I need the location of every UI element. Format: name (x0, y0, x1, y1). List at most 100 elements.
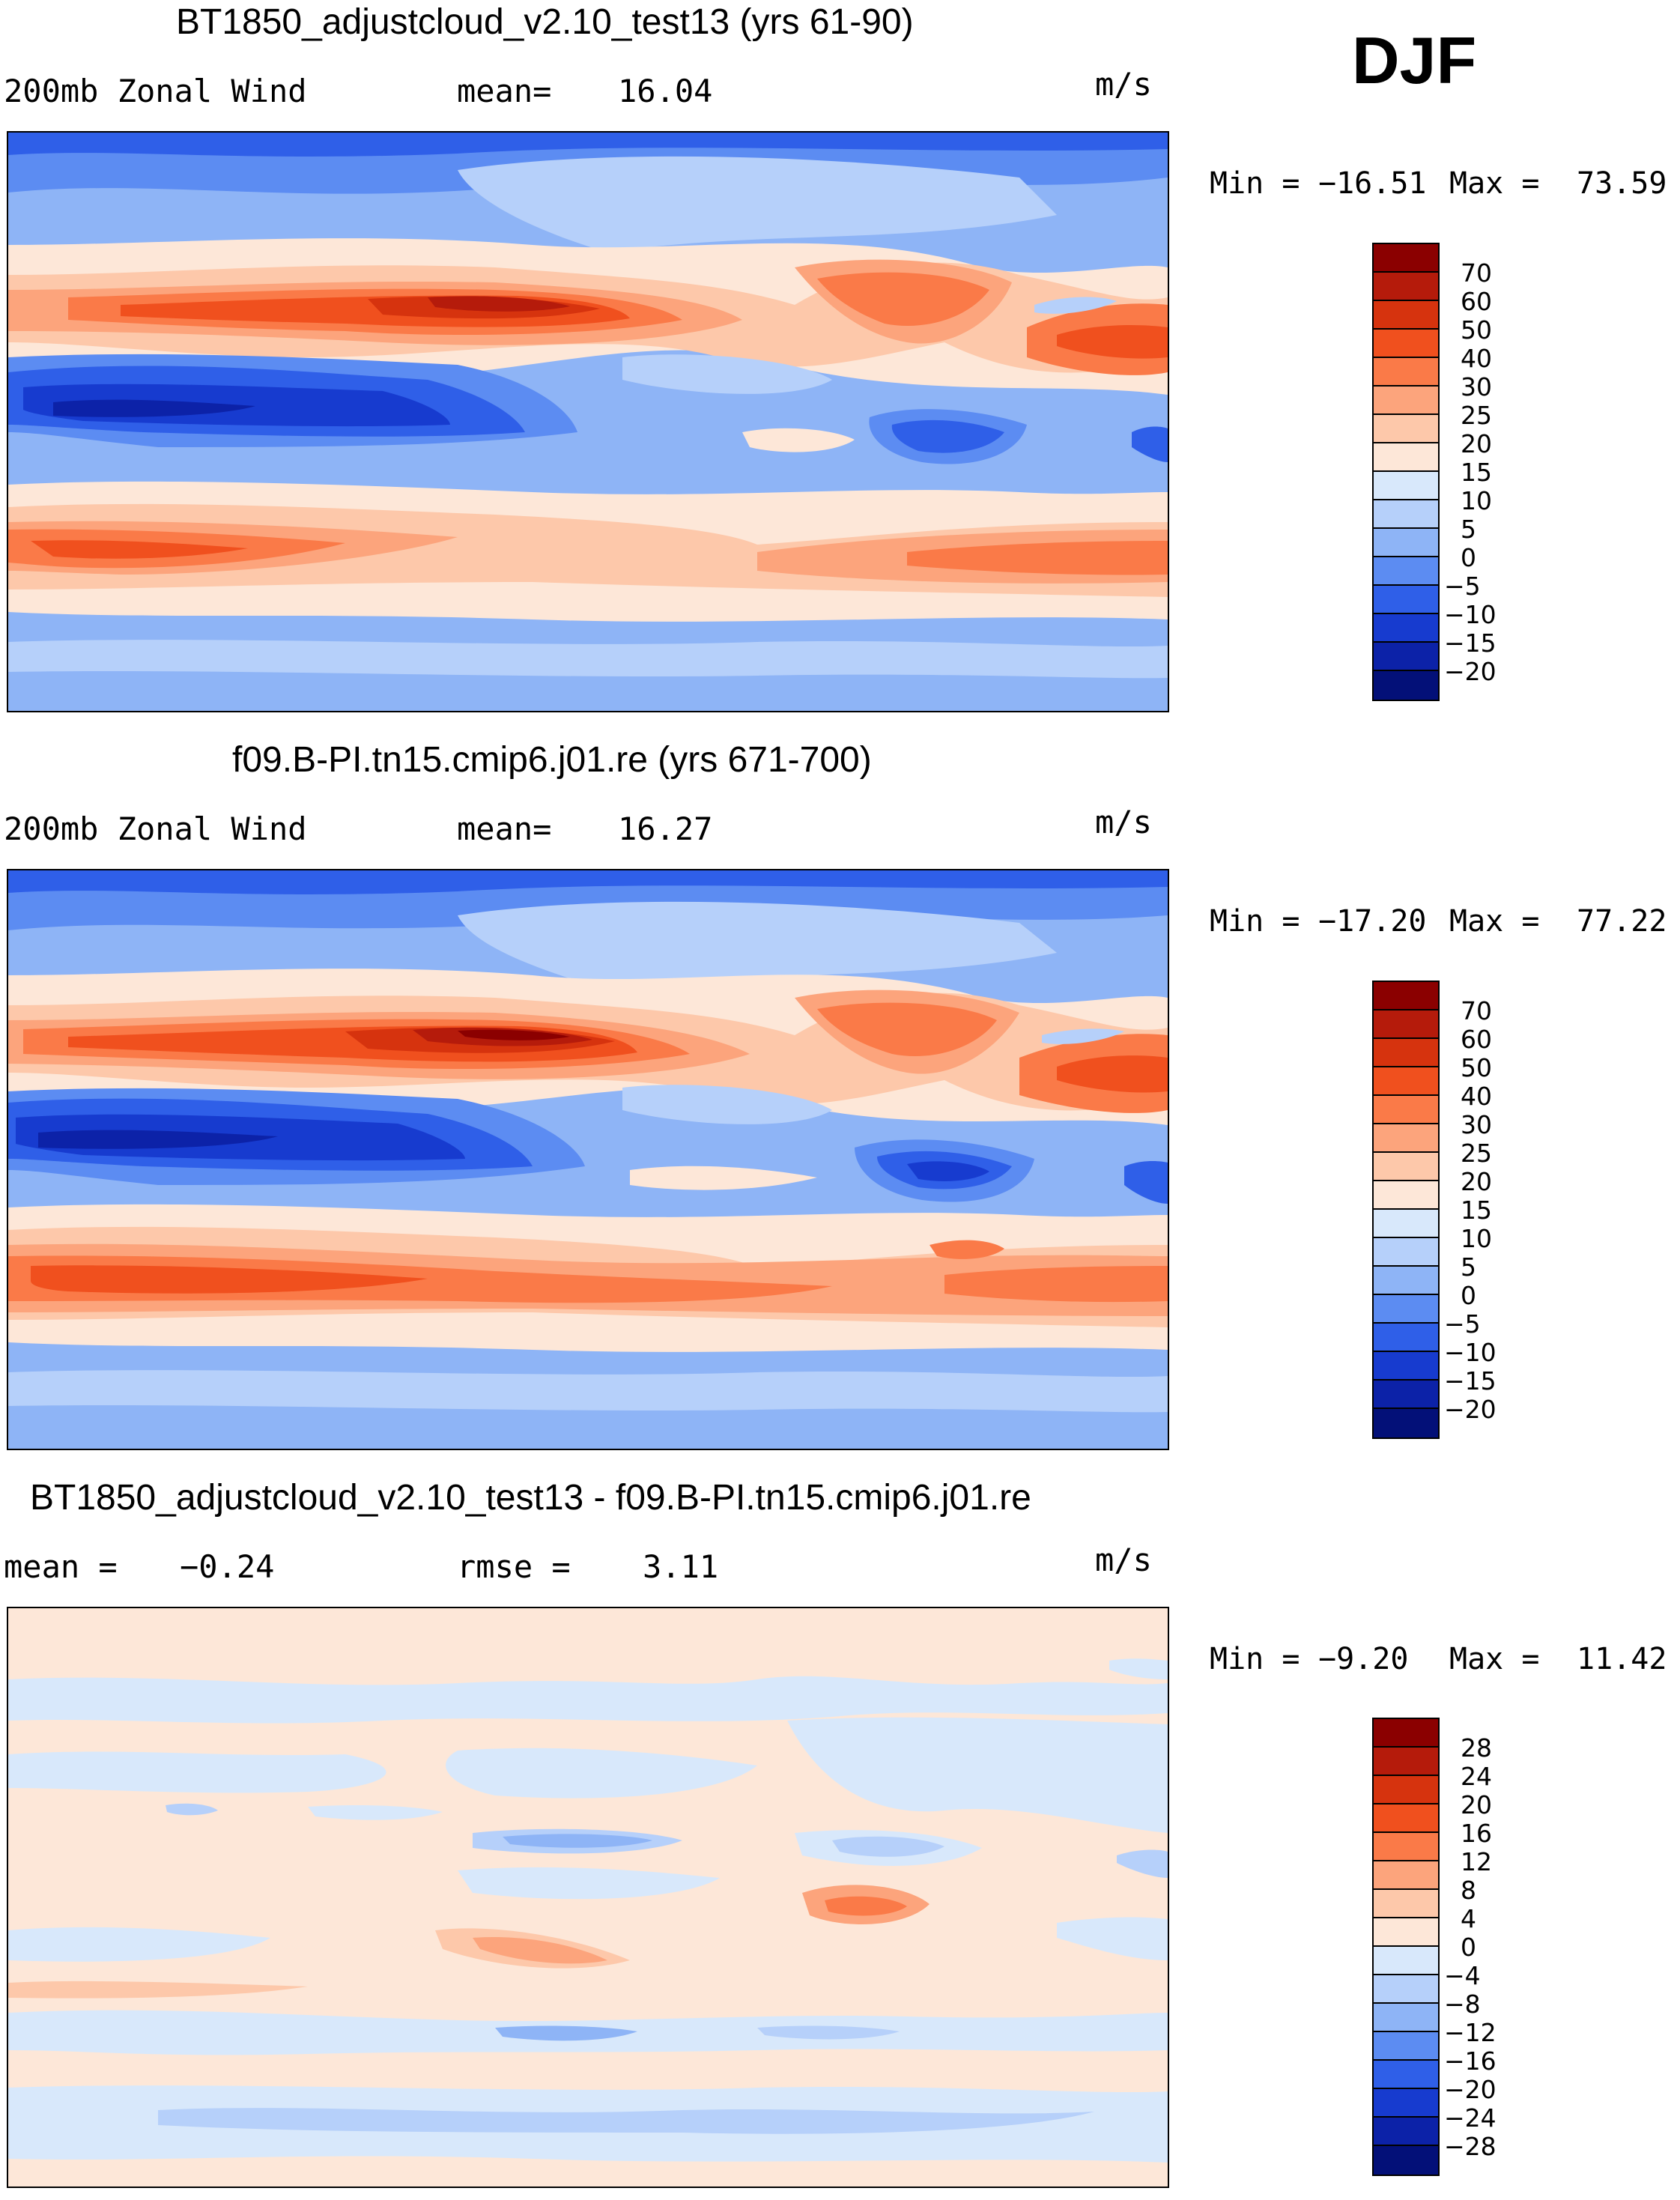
colorbar-box (1374, 1238, 1438, 1267)
colorbar-box (1374, 1890, 1438, 1918)
colorbar-box (1374, 1719, 1438, 1748)
colorbar-label: 16 (1461, 1819, 1492, 1848)
colorbar-label: 25 (1461, 401, 1492, 430)
panel3-min-label: Min = (1210, 1642, 1300, 1676)
panel3-rmse-label: rmse = (457, 1548, 571, 1585)
panel1-min-value: −16.51 (1318, 166, 1427, 201)
panel3-mean-label: mean = (4, 1548, 118, 1585)
colorbar-label: 12 (1461, 1847, 1492, 1876)
colorbar-box (1374, 358, 1438, 387)
colorbar-box (1374, 443, 1438, 472)
colorbar-label: −5 (1444, 1309, 1481, 1339)
colorbar-box (1374, 1833, 1438, 1861)
colorbar-box (1374, 2004, 1438, 2032)
colorbar-box (1374, 1096, 1438, 1124)
panel3-min-value: −9.20 (1318, 1642, 1409, 1676)
colorbar-label: 25 (1461, 1139, 1492, 1168)
panel2-mean-label: mean= (457, 810, 552, 847)
colorbar-label: −15 (1444, 1366, 1496, 1396)
panel2-colorbar (1372, 981, 1440, 1439)
colorbar-label: 70 (1461, 258, 1492, 288)
colorbar-label: −16 (1444, 2046, 1496, 2076)
colorbar-box (1374, 330, 1438, 358)
colorbar-label: 0 (1461, 1933, 1476, 1962)
colorbar-label: 8 (1461, 1876, 1476, 1905)
colorbar-box (1374, 244, 1438, 273)
panel1-units: m/s (1095, 66, 1152, 103)
panel1-mean-value: 16.04 (618, 73, 713, 109)
colorbar-box (1374, 2061, 1438, 2089)
colorbar-box (1374, 1181, 1438, 1210)
colorbar-box (1374, 1748, 1438, 1776)
colorbar-label: 20 (1461, 1790, 1492, 1819)
colorbar-label: 40 (1461, 344, 1492, 373)
panel2-map (7, 869, 1169, 1450)
colorbar-label: 10 (1461, 1224, 1492, 1253)
colorbar-box (1374, 1067, 1438, 1096)
colorbar-box (1374, 472, 1438, 500)
colorbar-box (1374, 1776, 1438, 1804)
colorbar-label: −24 (1444, 2103, 1496, 2133)
colorbar-label: −5 (1444, 572, 1481, 601)
panel2-title: f09.B-PI.tn15.cmip6.j01.re (yrs 671-700) (232, 740, 872, 780)
colorbar-label: −8 (1444, 1990, 1481, 2019)
panel2-max-value: 77.22 (1577, 904, 1667, 939)
colorbar-box (1374, 1210, 1438, 1238)
colorbar-label: −4 (1444, 1961, 1481, 1990)
panel2-variable-label: 200mb Zonal Wind (4, 810, 307, 847)
colorbar-box (1374, 387, 1438, 415)
colorbar-box (1374, 415, 1438, 443)
panel3-colorbar (1372, 1718, 1440, 2176)
colorbar-box (1374, 1267, 1438, 1295)
colorbar-box (1374, 1409, 1438, 1437)
colorbar-box (1374, 1352, 1438, 1381)
panel2-mean-value: 16.27 (618, 810, 713, 847)
panel3-max-value: 11.42 (1577, 1642, 1667, 1676)
panel2-units: m/s (1095, 804, 1152, 840)
panel3-units: m/s (1095, 1542, 1152, 1578)
colorbar-box (1374, 982, 1438, 1010)
colorbar-box (1374, 1010, 1438, 1039)
colorbar-label: 15 (1461, 1196, 1492, 1225)
colorbar-box (1374, 273, 1438, 301)
colorbar-label: −10 (1444, 600, 1496, 629)
colorbar-label: 5 (1461, 1252, 1476, 1282)
colorbar-label: 10 (1461, 486, 1492, 515)
colorbar-box (1374, 586, 1438, 614)
colorbar-box (1374, 1295, 1438, 1324)
season-label: DJF (1352, 23, 1477, 97)
panel3-max-label: Max = (1449, 1642, 1540, 1676)
colorbar-box (1374, 557, 1438, 586)
panel3-map-svg (8, 1608, 1168, 2187)
colorbar-label: −20 (1444, 1395, 1496, 1424)
panel3-map (7, 1607, 1169, 2188)
colorbar-box (1374, 2032, 1438, 2061)
colorbar-label: 15 (1461, 458, 1492, 487)
panel3-mean-value: −0.24 (180, 1548, 275, 1585)
colorbar-label: 20 (1461, 429, 1492, 458)
colorbar-label: −15 (1444, 628, 1496, 658)
panel1-title: BT1850_adjustcloud_v2.10_test13 (yrs 61-… (176, 2, 914, 42)
panel1-map-svg (8, 133, 1168, 711)
colorbar-label: −20 (1444, 2075, 1496, 2104)
panel3-rmse-value: 3.11 (643, 1548, 719, 1585)
colorbar-box (1374, 1153, 1438, 1181)
colorbar-box (1374, 500, 1438, 529)
colorbar-label: −20 (1444, 657, 1496, 686)
panel1-variable-label: 200mb Zonal Wind (4, 73, 307, 109)
colorbar-label: 4 (1461, 1904, 1476, 1933)
colorbar-box (1374, 1947, 1438, 1975)
colorbar-label: −10 (1444, 1338, 1496, 1367)
colorbar-box (1374, 671, 1438, 700)
panel1-max-label: Max = (1449, 166, 1540, 201)
panel1-min-label: Min = (1210, 166, 1300, 201)
colorbar-label: 50 (1461, 315, 1492, 345)
colorbar-box (1374, 2089, 1438, 2118)
colorbar-label: −28 (1444, 2132, 1496, 2161)
colorbar-label: −12 (1444, 2018, 1496, 2047)
panel2-min-value: −17.20 (1318, 904, 1427, 939)
colorbar-label: 30 (1461, 1110, 1492, 1139)
colorbar-box (1374, 614, 1438, 643)
colorbar-box (1374, 1975, 1438, 2004)
colorbar-label: 60 (1461, 287, 1492, 316)
